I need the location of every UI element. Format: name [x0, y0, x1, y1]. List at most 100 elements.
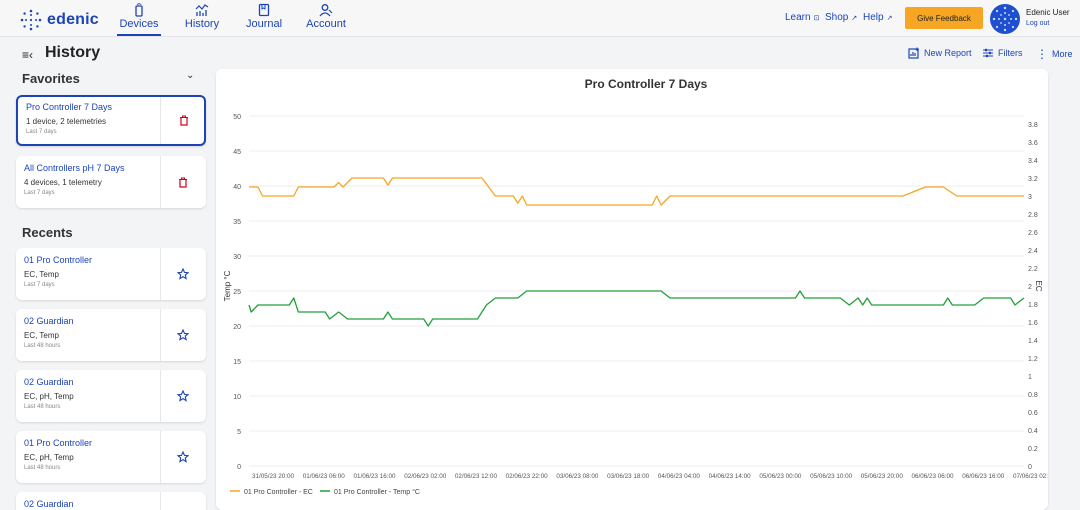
favorite-card[interactable]: All Controllers pH 7 Days 4 devices, 1 t… [16, 156, 206, 208]
y-tick-label-right: 2.6 [1028, 230, 1038, 237]
account-person-icon [319, 4, 333, 17]
y-tick-label-right: 2.8 [1028, 212, 1038, 219]
trash-icon [180, 115, 188, 126]
card-title: 02 Guardian [24, 377, 74, 387]
chart-title: Pro Controller 7 Days [585, 77, 708, 91]
tab-devices-label: Devices [119, 18, 159, 30]
x-tick-label: 02/06/23 02:00 [404, 473, 447, 480]
y-tick-label-right: 0.8 [1028, 392, 1038, 399]
y-tick-label-right: 3.2 [1028, 176, 1038, 183]
add-favorite-button[interactable] [174, 387, 192, 405]
x-tick-label: 01/06/23 16:00 [353, 473, 396, 480]
recent-card[interactable]: 02 Guardian EC, Temp Last 48 hours [16, 309, 206, 361]
delete-favorite-button[interactable] [174, 173, 192, 191]
x-tick-label: 31/05/23 20:00 [252, 473, 295, 480]
filters-label: Filters [998, 48, 1023, 58]
y-tick-label-right: 1.8 [1028, 302, 1038, 309]
y-tick-label-right: 1 [1028, 374, 1032, 381]
card-range: Last 7 days [24, 282, 55, 288]
logout-link[interactable]: Log out [1026, 20, 1050, 27]
x-tick-label: 05/06/23 00:00 [759, 473, 802, 480]
give-feedback-button[interactable]: Give Feedback [905, 7, 983, 29]
x-tick-label: 05/06/23 10:00 [810, 473, 853, 480]
y-tick-label-right: 1.6 [1028, 320, 1038, 327]
filters-button[interactable]: Filters [982, 47, 1023, 59]
legend-label: 01 Pro Controller - Temp °C [334, 488, 420, 496]
card-range: Last 48 hours [24, 404, 61, 410]
x-tick-label: 03/06/23 08:00 [556, 473, 599, 480]
edenic-logo[interactable]: edenic [20, 9, 99, 31]
y-tick-label-right: 0 [1028, 464, 1032, 471]
add-favorite-button[interactable] [174, 326, 192, 344]
shop-link-label: Shop [825, 12, 849, 23]
history-line-chart[interactable]: Pro Controller 7 Days0510152025303540455… [216, 69, 1048, 510]
x-tick-label: 01/06/23 06:00 [303, 473, 346, 480]
filters-icon [983, 48, 993, 58]
tab-devices[interactable]: Devices [117, 3, 161, 36]
add-favorite-button[interactable] [174, 265, 192, 283]
card-body: 02 Guardian EC, pH, Temp Last 48 hours [24, 377, 159, 410]
card-divider [160, 431, 161, 483]
learn-link-label: Learn [785, 12, 811, 23]
shop-link[interactable]: Shop ↗ [825, 12, 857, 23]
star-outline-icon [177, 329, 189, 341]
card-subtitle: 1 device, 2 telemetries [26, 117, 107, 126]
top-navigation-bar: edenic Devices History Journal Account L… [0, 0, 1080, 37]
edenic-logo-icon [20, 9, 42, 31]
card-subtitle: EC, pH, Temp [24, 392, 74, 401]
recent-card[interactable]: 01 Pro Controller EC, pH, Temp Last 48 h… [16, 431, 206, 483]
tab-account[interactable]: Account [305, 3, 347, 36]
more-button[interactable]: ⋮ More [1036, 47, 1073, 61]
y-tick-label-right: 3.6 [1028, 140, 1038, 147]
menu-collapse-icon[interactable]: ≡‹ [22, 48, 33, 62]
y-tick-label-left: 30 [233, 254, 241, 261]
y-tick-label-left: 15 [233, 359, 241, 366]
add-favorite-button[interactable] [174, 448, 192, 466]
y-tick-label-left: 50 [233, 114, 241, 121]
recent-card[interactable]: 02 Guardian EC, pH, Temp Last 48 hours [16, 370, 206, 422]
help-link[interactable]: Help ↗ [863, 12, 892, 23]
card-subtitle: EC, Temp [24, 331, 59, 340]
chevron-down-icon[interactable]: ⌄ [186, 70, 195, 81]
card-body: 02 Guardian EC, Temp Last 48 hours [24, 316, 159, 349]
tab-journal[interactable]: Journal [243, 3, 285, 36]
x-tick-label: 07/06/23 02:00 [1013, 473, 1048, 480]
y-tick-label-right: 3.4 [1028, 158, 1038, 165]
favorite-card[interactable]: Pro Controller 7 Days 1 device, 2 teleme… [16, 95, 206, 146]
new-report-button[interactable]: New Report [908, 47, 972, 59]
star-outline-icon [177, 451, 189, 463]
card-body: 01 Pro Controller EC, Temp Last 7 days [24, 255, 159, 288]
card-range: Last 7 days [24, 190, 55, 196]
tab-history[interactable]: History [181, 3, 223, 36]
series-line [249, 177, 1024, 206]
new-report-label: New Report [924, 48, 972, 58]
avatar[interactable] [990, 4, 1020, 34]
delete-favorite-button[interactable] [175, 112, 193, 130]
user-name: Edenic User [1026, 8, 1070, 17]
card-subtitle: 4 devices, 1 telemetry [24, 178, 102, 187]
y-tick-label-right: 2 [1028, 284, 1032, 291]
recent-card[interactable]: 01 Pro Controller EC, Temp Last 7 days [16, 248, 206, 300]
y-tick-label-right: 1.4 [1028, 338, 1038, 345]
star-outline-icon [177, 390, 189, 402]
external-link-icon: ↗ [886, 14, 893, 22]
card-title: 02 Guardian [24, 316, 74, 326]
card-divider [160, 156, 161, 208]
page-title: History [45, 44, 101, 61]
favorites-title: Favorites [22, 71, 80, 86]
card-body: 01 Pro Controller EC, pH, Temp Last 48 h… [24, 438, 159, 471]
card-divider [160, 492, 161, 510]
recent-card[interactable]: 02 Guardian [16, 492, 206, 510]
series-line [248, 290, 1025, 327]
card-body: All Controllers pH 7 Days 4 devices, 1 t… [24, 163, 159, 196]
y-tick-label-right: 0.6 [1028, 410, 1038, 417]
card-divider [160, 370, 161, 422]
external-link-icon: ↗ [851, 14, 858, 22]
learn-link[interactable]: Learn ⊡ [785, 12, 819, 23]
card-range: Last 48 hours [24, 465, 61, 471]
card-range: Last 7 days [26, 129, 57, 135]
device-icon [135, 3, 143, 17]
journal-book-icon [258, 3, 270, 17]
x-tick-label: 04/06/23 04:00 [658, 473, 701, 480]
x-tick-label: 02/06/23 22:00 [506, 473, 549, 480]
